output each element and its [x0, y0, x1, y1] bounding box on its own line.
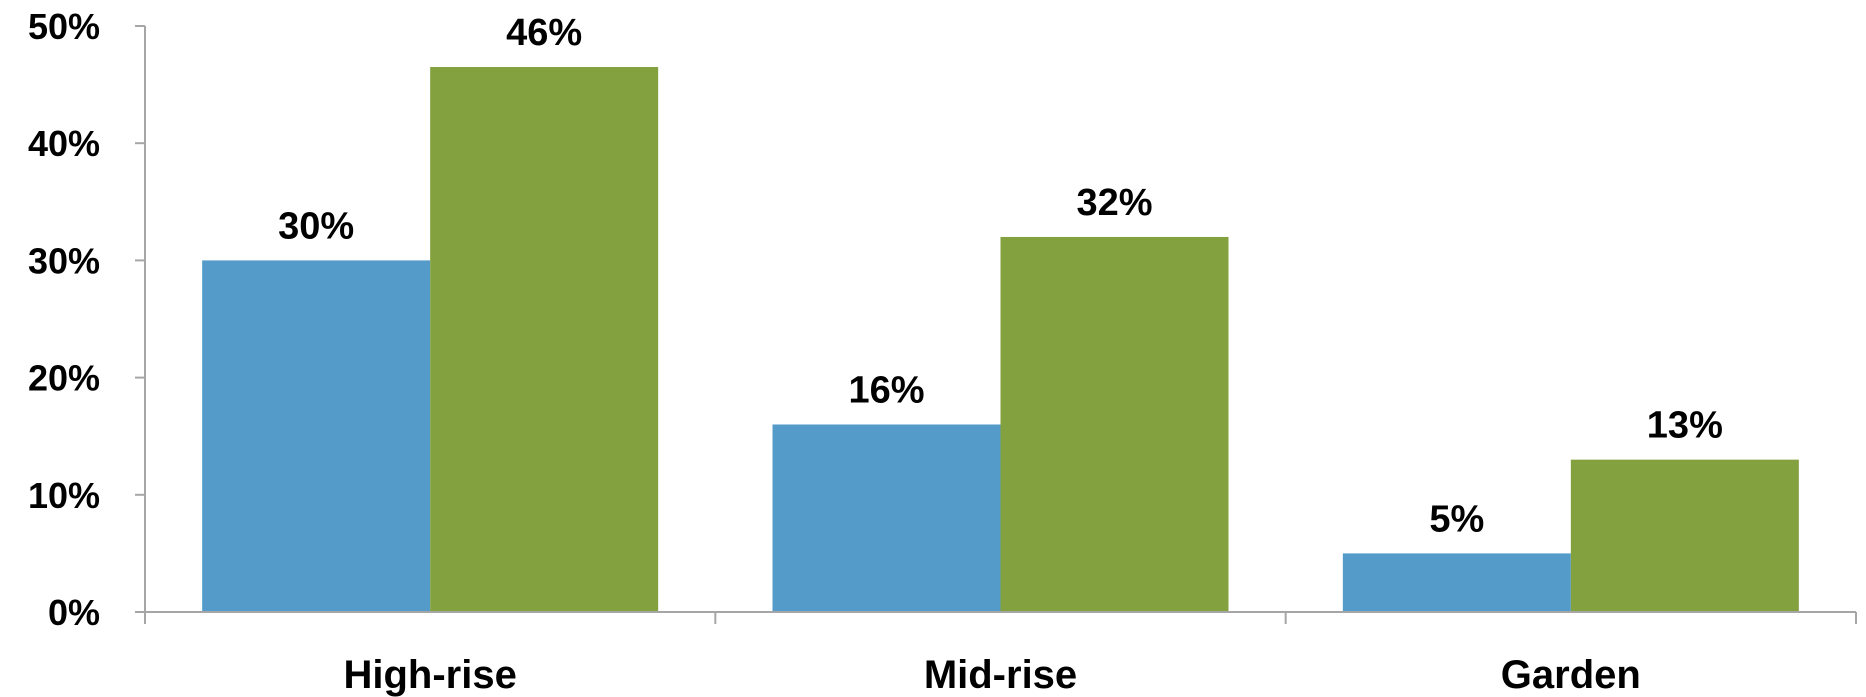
y-tick-label: 10%: [28, 475, 100, 516]
data-label: 13%: [1647, 405, 1723, 447]
data-label: 5%: [1429, 498, 1484, 540]
bar-series-2: [1570, 459, 1799, 612]
data-label: 46%: [506, 12, 582, 54]
ticks-layer: [135, 25, 1857, 624]
bar-series-2: [1000, 236, 1229, 612]
data-label: 30%: [278, 205, 354, 247]
bar-series-1: [772, 424, 1001, 612]
y-tick-label: 20%: [28, 358, 100, 399]
x-category-label: High-rise: [343, 653, 516, 697]
bar-series-2: [430, 67, 659, 612]
x-category-label: Mid-rise: [924, 653, 1077, 697]
y-tick-label: 50%: [28, 6, 100, 47]
x-category-label: Garden: [1501, 653, 1641, 697]
data-label: 16%: [848, 369, 924, 411]
y-tick-label: 30%: [28, 240, 100, 281]
data-label: 32%: [1076, 182, 1152, 224]
y-tick-label: 0%: [48, 592, 100, 633]
y-tick-label: 40%: [28, 123, 100, 164]
bars-layer: [202, 67, 1799, 612]
bar-series-1: [202, 260, 431, 612]
axes-layer: [144, 26, 1856, 613]
labels-layer: 0% 10% 20% 30% 40% 50% 30% 46% High-rise 16% 32% Mi…: [28, 6, 1723, 697]
bar-series-1: [1342, 553, 1571, 612]
